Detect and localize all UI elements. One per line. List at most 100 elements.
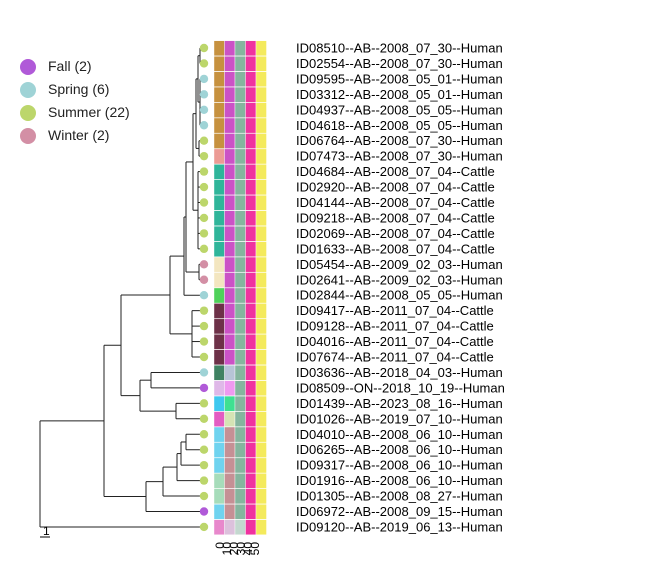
heatmap-cell	[224, 504, 236, 520]
tip-point	[199, 445, 209, 454]
tip-label: ID04618--AB--2008_05_05--Human	[296, 118, 503, 133]
heatmap-cell	[234, 117, 246, 134]
heatmap-cell	[213, 256, 225, 273]
tip-point	[199, 337, 209, 346]
heatmap-cell	[245, 488, 257, 505]
heatmap-cell	[245, 117, 257, 134]
heatmap-cell	[245, 365, 257, 381]
tip-point	[199, 229, 209, 238]
heatmap-cell	[255, 164, 267, 180]
tip-label: ID04010--AB--2008_06_10--Human	[296, 427, 503, 442]
heatmap-cell	[234, 102, 246, 118]
heatmap-cell	[224, 426, 236, 443]
tip-label: ID07674--AB--2011_07_04--Cattle	[296, 350, 494, 365]
heatmap-cell	[255, 102, 267, 118]
tree-branches	[39, 47, 204, 528]
heatmap-cell	[224, 473, 236, 489]
heatmap-cell	[234, 334, 246, 350]
tip-point	[199, 198, 209, 207]
legend-item: Spring (6)	[20, 79, 170, 102]
tip-label: ID06764--AB--2008_07_30--Human	[296, 133, 503, 148]
heatmap-cell	[224, 40, 236, 57]
heatmap-cell	[245, 241, 257, 257]
heatmap-cell	[224, 210, 236, 226]
heatmap-cell	[255, 488, 267, 505]
heatmap-cell	[234, 380, 246, 396]
metadata-heatmap	[213, 40, 267, 536]
tip-point	[199, 460, 209, 470]
tip-point	[199, 321, 209, 331]
heatmap-cell	[245, 504, 257, 520]
heatmap-cell	[255, 380, 267, 396]
heatmap-cell	[234, 519, 246, 536]
heatmap-cell	[255, 287, 267, 304]
heatmap-cell	[245, 179, 257, 196]
tip-label: ID06265--AB--2008_06_10--Human	[296, 442, 503, 457]
heatmap-cell	[255, 303, 267, 319]
heatmap-cell	[245, 272, 257, 288]
heatmap-cell	[245, 519, 257, 536]
heatmap-cell	[213, 179, 225, 196]
heatmap-tick-label: 0	[213, 542, 227, 549]
heatmap-cell	[234, 426, 246, 443]
heatmap-cell	[255, 519, 267, 536]
heatmap-tick-label: 30	[234, 542, 248, 556]
tip-point	[199, 167, 209, 176]
heatmap-cell	[255, 86, 267, 103]
tip-point	[199, 476, 209, 485]
heatmap-cell	[255, 195, 267, 211]
tip-point	[199, 507, 209, 516]
scale-bar-label: 1	[43, 524, 50, 538]
heatmap-cell	[224, 272, 236, 288]
heatmap-cell	[213, 504, 225, 520]
heatmap-cell	[234, 457, 246, 474]
heatmap-cell	[255, 179, 267, 196]
tip-label: ID08509--ON--2018_10_19--Human	[296, 380, 505, 395]
heatmap-cell	[255, 71, 267, 87]
heatmap-cell	[234, 241, 246, 257]
heatmap-cell	[255, 272, 267, 288]
heatmap-cell	[234, 71, 246, 87]
heatmap-cell	[224, 195, 236, 211]
heatmap-cell	[255, 473, 267, 489]
tip-label: ID01916--AB--2008_06_10--Human	[296, 473, 503, 488]
legend-label: Summer (22)	[48, 104, 130, 120]
tip-point	[199, 275, 209, 284]
heatmap-tick-label: 10	[220, 542, 234, 556]
heatmap-cell	[213, 225, 225, 242]
heatmap-cell	[245, 473, 257, 489]
heatmap-cell	[245, 164, 257, 180]
heatmap-cell	[255, 241, 267, 257]
tip-label: ID09218--AB--2008_07_04--Cattle	[296, 210, 495, 225]
heatmap-cell	[245, 287, 257, 304]
heatmap-cell	[213, 241, 225, 257]
heatmap-cell	[213, 195, 225, 211]
heatmap-cell	[234, 504, 246, 520]
heatmap-cell	[224, 241, 236, 257]
tip-point	[199, 43, 209, 53]
heatmap-cell	[245, 318, 257, 335]
tip-label: ID09120--AB--2019_06_13--Human	[296, 519, 503, 534]
tip-label: ID04684--AB--2008_07_04--Cattle	[296, 164, 495, 179]
tip-label: ID01439--AB--2023_08_16--Human	[296, 396, 503, 411]
heatmap-cell	[255, 349, 267, 366]
heatmap-cell	[213, 442, 225, 458]
heatmap-cell	[245, 411, 257, 427]
tip-point	[199, 306, 209, 315]
heatmap-cell	[224, 395, 236, 412]
tip-point	[199, 352, 209, 362]
tip-label: ID05454--AB--2009_02_03--Human	[296, 257, 503, 272]
heatmap-cell	[224, 519, 236, 536]
tip-point	[199, 90, 209, 99]
tip-label: ID04937--AB--2008_05_05--Human	[296, 102, 503, 117]
heatmap-cell	[224, 303, 236, 319]
tip-label: ID09595--AB--2008_05_01--Human	[296, 71, 503, 86]
heatmap-cell	[224, 102, 236, 118]
heatmap-cell	[234, 272, 246, 288]
heatmap-cell	[234, 365, 246, 381]
heatmap-cell	[255, 148, 267, 165]
heatmap-cell	[245, 56, 257, 72]
heatmap-cell	[213, 365, 225, 381]
heatmap-cell	[224, 334, 236, 350]
legend-swatch	[20, 82, 36, 98]
